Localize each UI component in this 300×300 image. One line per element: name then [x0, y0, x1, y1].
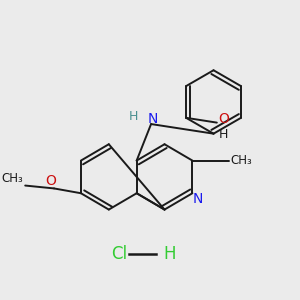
Text: CH₃: CH₃ [231, 154, 253, 167]
Text: O: O [46, 174, 57, 188]
Text: CH₃: CH₃ [2, 172, 23, 185]
Text: N: N [148, 112, 158, 126]
Text: N: N [193, 192, 203, 206]
Text: O: O [218, 112, 229, 126]
Text: H: H [129, 110, 139, 123]
Text: H: H [164, 245, 176, 263]
Text: H: H [219, 128, 228, 141]
Text: Cl: Cl [111, 245, 127, 263]
